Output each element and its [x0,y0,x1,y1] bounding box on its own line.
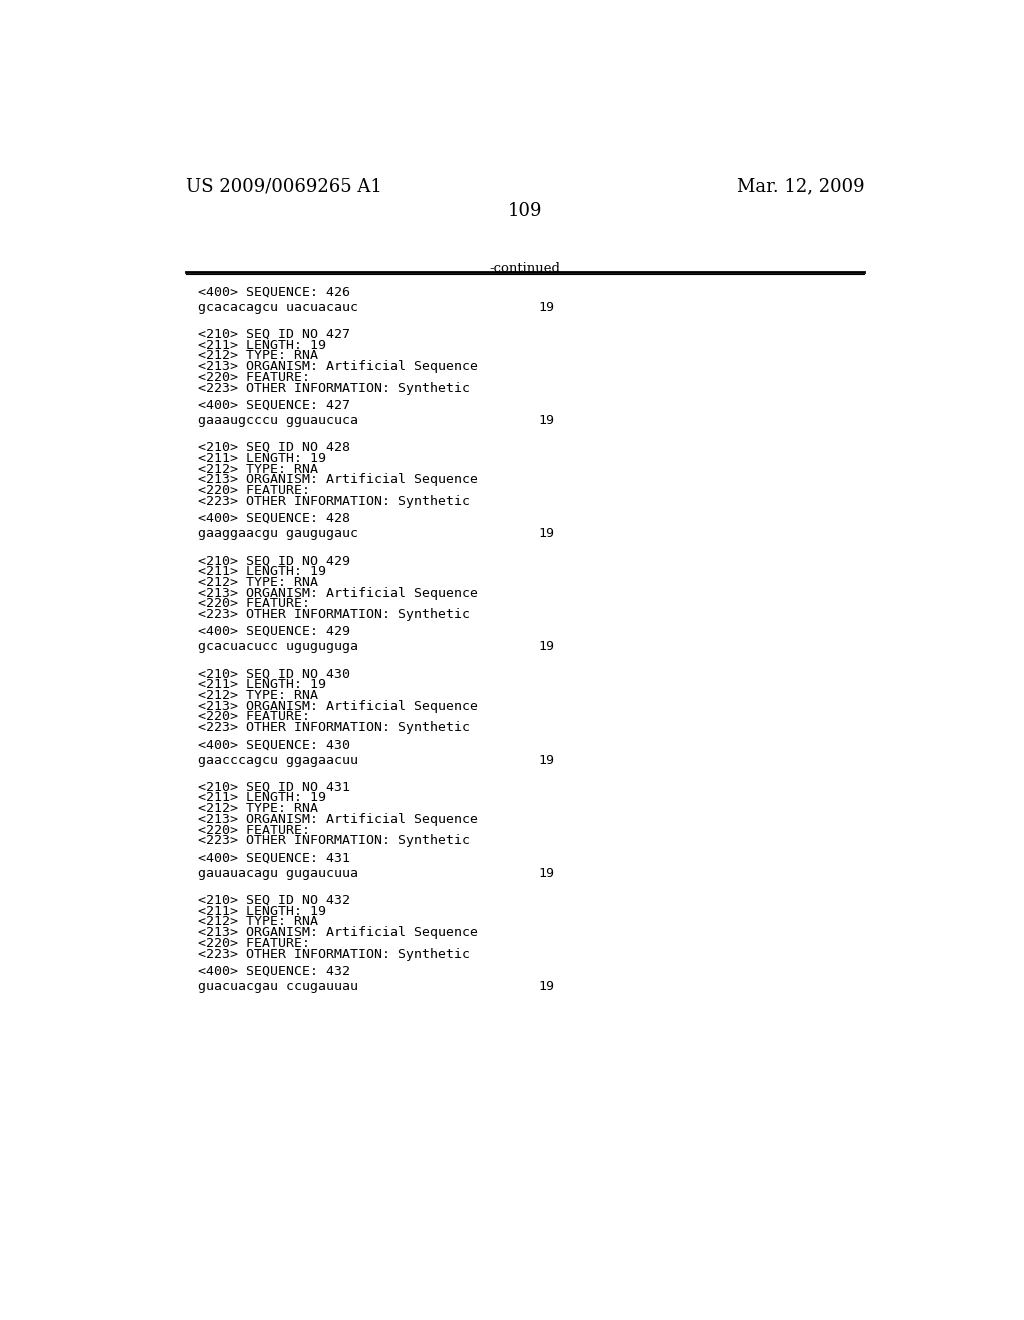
Text: <211> LENGTH: 19: <211> LENGTH: 19 [198,339,326,351]
Text: <220> FEATURE:: <220> FEATURE: [198,598,309,610]
Text: Mar. 12, 2009: Mar. 12, 2009 [736,178,864,195]
Text: <212> TYPE: RNA: <212> TYPE: RNA [198,462,317,475]
Text: 19: 19 [539,640,555,653]
Text: <213> ORGANISM: Artificial Sequence: <213> ORGANISM: Artificial Sequence [198,586,478,599]
Text: <220> FEATURE:: <220> FEATURE: [198,824,309,837]
Text: <210> SEQ ID NO 431: <210> SEQ ID NO 431 [198,780,350,793]
Text: 19: 19 [539,867,555,880]
Text: <400> SEQUENCE: 430: <400> SEQUENCE: 430 [198,738,350,751]
Text: <210> SEQ ID NO 432: <210> SEQ ID NO 432 [198,894,350,907]
Text: guacuacgau ccugauuau: guacuacgau ccugauuau [198,979,357,993]
Text: <211> LENGTH: 19: <211> LENGTH: 19 [198,904,326,917]
Text: <223> OTHER INFORMATION: Synthetic: <223> OTHER INFORMATION: Synthetic [198,721,470,734]
Text: <400> SEQUENCE: 432: <400> SEQUENCE: 432 [198,965,350,978]
Text: gaacccagcu ggagaacuu: gaacccagcu ggagaacuu [198,754,357,767]
Text: <223> OTHER INFORMATION: Synthetic: <223> OTHER INFORMATION: Synthetic [198,948,470,961]
Text: gaaaugcccu gguaucuca: gaaaugcccu gguaucuca [198,414,357,428]
Text: 19: 19 [539,301,555,314]
Text: <211> LENGTH: 19: <211> LENGTH: 19 [198,451,326,465]
Text: <211> LENGTH: 19: <211> LENGTH: 19 [198,678,326,692]
Text: <223> OTHER INFORMATION: Synthetic: <223> OTHER INFORMATION: Synthetic [198,609,470,622]
Text: 19: 19 [539,754,555,767]
Text: <211> LENGTH: 19: <211> LENGTH: 19 [198,792,326,804]
Text: <212> TYPE: RNA: <212> TYPE: RNA [198,576,317,589]
Text: <210> SEQ ID NO 430: <210> SEQ ID NO 430 [198,668,350,680]
Text: <213> ORGANISM: Artificial Sequence: <213> ORGANISM: Artificial Sequence [198,700,478,713]
Text: <210> SEQ ID NO 429: <210> SEQ ID NO 429 [198,554,350,568]
Text: <210> SEQ ID NO 428: <210> SEQ ID NO 428 [198,441,350,454]
Text: <223> OTHER INFORMATION: Synthetic: <223> OTHER INFORMATION: Synthetic [198,381,470,395]
Text: <212> TYPE: RNA: <212> TYPE: RNA [198,350,317,363]
Text: <212> TYPE: RNA: <212> TYPE: RNA [198,689,317,702]
Text: <210> SEQ ID NO 427: <210> SEQ ID NO 427 [198,327,350,341]
Text: 19: 19 [539,527,555,540]
Text: -continued: -continued [489,261,560,275]
Text: <223> OTHER INFORMATION: Synthetic: <223> OTHER INFORMATION: Synthetic [198,495,470,508]
Text: <212> TYPE: RNA: <212> TYPE: RNA [198,915,317,928]
Text: <212> TYPE: RNA: <212> TYPE: RNA [198,803,317,816]
Text: gcacacagcu uacuacauc: gcacacagcu uacuacauc [198,301,357,314]
Text: 19: 19 [539,414,555,428]
Text: <220> FEATURE:: <220> FEATURE: [198,937,309,950]
Text: 19: 19 [539,979,555,993]
Text: <220> FEATURE:: <220> FEATURE: [198,710,309,723]
Text: <223> OTHER INFORMATION: Synthetic: <223> OTHER INFORMATION: Synthetic [198,834,470,847]
Text: US 2009/0069265 A1: US 2009/0069265 A1 [186,178,382,195]
Text: <400> SEQUENCE: 427: <400> SEQUENCE: 427 [198,399,350,412]
Text: gauauacagu gugaucuua: gauauacagu gugaucuua [198,867,357,880]
Text: <213> ORGANISM: Artificial Sequence: <213> ORGANISM: Artificial Sequence [198,360,478,374]
Text: <213> ORGANISM: Artificial Sequence: <213> ORGANISM: Artificial Sequence [198,813,478,826]
Text: <400> SEQUENCE: 428: <400> SEQUENCE: 428 [198,512,350,525]
Text: <220> FEATURE:: <220> FEATURE: [198,484,309,498]
Text: <220> FEATURE:: <220> FEATURE: [198,371,309,384]
Text: gaaggaacgu gaugugauc: gaaggaacgu gaugugauc [198,527,357,540]
Text: 109: 109 [508,202,542,220]
Text: <213> ORGANISM: Artificial Sequence: <213> ORGANISM: Artificial Sequence [198,474,478,486]
Text: <213> ORGANISM: Artificial Sequence: <213> ORGANISM: Artificial Sequence [198,927,478,939]
Text: <211> LENGTH: 19: <211> LENGTH: 19 [198,565,326,578]
Text: gcacuacucc uguguguga: gcacuacucc uguguguga [198,640,357,653]
Text: <400> SEQUENCE: 431: <400> SEQUENCE: 431 [198,851,350,865]
Text: <400> SEQUENCE: 426: <400> SEQUENCE: 426 [198,285,350,298]
Text: <400> SEQUENCE: 429: <400> SEQUENCE: 429 [198,626,350,638]
